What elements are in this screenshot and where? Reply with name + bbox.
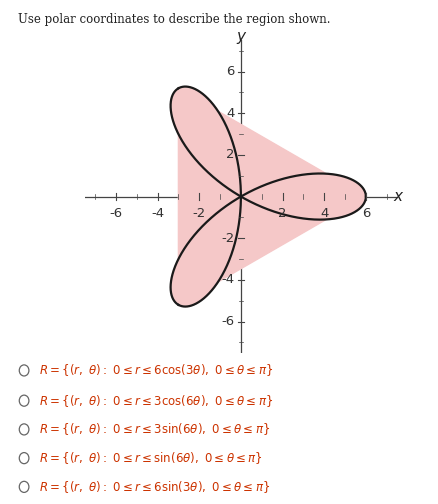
Text: x: x — [393, 189, 402, 204]
Text: 4: 4 — [226, 107, 235, 120]
Text: -2: -2 — [221, 232, 235, 245]
Text: $R = \{(r,\ \theta):\ 0 \leq r \leq $$6\sin(3\theta)$$,\ 0 \leq \theta \leq \pi\: $R = \{(r,\ \theta):\ 0 \leq r \leq $$6\… — [39, 479, 271, 495]
Text: 6: 6 — [226, 65, 235, 78]
Text: -6: -6 — [110, 207, 123, 220]
Text: -6: -6 — [222, 315, 235, 328]
Text: $R = \{(r,\ \theta):\ 0 \leq r \leq $$3\sin(6\theta)$$,\ 0 \leq \theta \leq \pi\: $R = \{(r,\ \theta):\ 0 \leq r \leq $$3\… — [39, 421, 271, 437]
Text: $R = \{(r,\ \theta):\ 0 \leq r \leq $$3\cos(6\theta)$$,\ 0 \leq \theta \leq \pi\: $R = \{(r,\ \theta):\ 0 \leq r \leq $$3\… — [39, 393, 274, 409]
Text: -2: -2 — [193, 207, 206, 220]
Polygon shape — [170, 88, 366, 220]
Text: 2: 2 — [278, 207, 287, 220]
Polygon shape — [170, 173, 366, 305]
Polygon shape — [178, 87, 241, 306]
Text: 4: 4 — [320, 207, 328, 220]
Text: Use polar coordinates to describe the region shown.: Use polar coordinates to describe the re… — [18, 13, 330, 26]
Text: $R = \{(r,\ \theta):\ 0 \leq r \leq $$\sin(6\theta)$$,\ 0 \leq \theta \leq \pi\}: $R = \{(r,\ \theta):\ 0 \leq r \leq $$\s… — [39, 450, 263, 466]
Text: -4: -4 — [222, 273, 235, 286]
Text: y: y — [237, 30, 245, 44]
Text: $R = \{(r,\ \theta):\ 0 \leq r \leq $$6\cos(3\theta)$$,\ 0 \leq \theta \leq \pi\: $R = \{(r,\ \theta):\ 0 \leq r \leq $$6\… — [39, 362, 274, 379]
Text: 6: 6 — [362, 207, 370, 220]
Text: -4: -4 — [151, 207, 164, 220]
Text: 2: 2 — [226, 148, 235, 161]
